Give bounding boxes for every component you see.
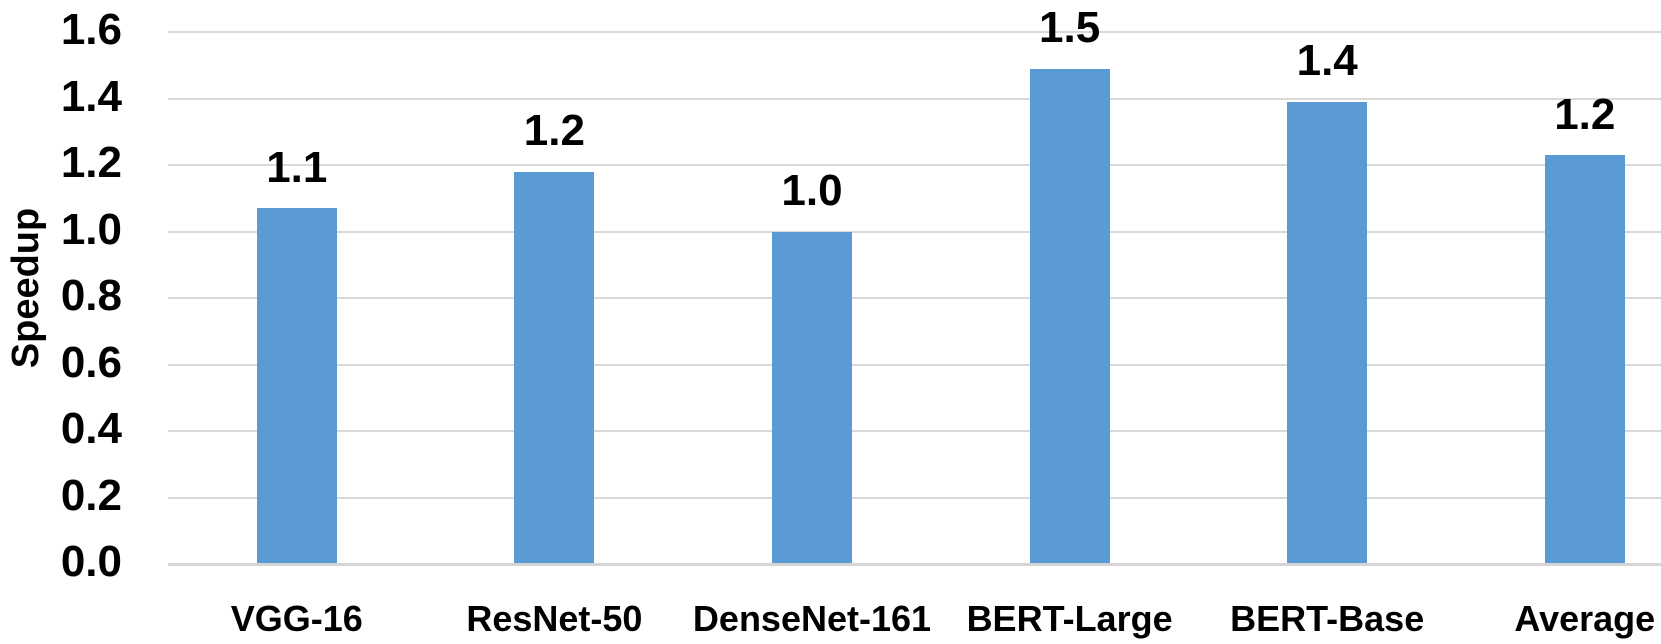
bar-value-label: 1.1 bbox=[266, 142, 328, 192]
bar-value-label: 1.4 bbox=[1296, 36, 1358, 86]
x-category-label: BERT-Base bbox=[1230, 598, 1425, 639]
bar-densenet-161 bbox=[772, 231, 852, 564]
gridline bbox=[168, 496, 1661, 499]
bar-bert-large bbox=[1029, 68, 1110, 564]
gridline bbox=[168, 230, 1661, 233]
gridline bbox=[168, 430, 1661, 432]
bar-value-label: 1.2 bbox=[523, 106, 585, 156]
y-tick-label: 0.2 bbox=[60, 470, 122, 520]
x-category-label: DenseNet-161 bbox=[692, 598, 932, 639]
bar-value-label: 1.2 bbox=[1554, 89, 1616, 139]
gridline bbox=[168, 164, 1661, 166]
x-category-label: ResNet-50 bbox=[466, 598, 643, 639]
x-category-label: BERT-Large bbox=[966, 598, 1173, 639]
x-axis-line bbox=[168, 563, 1661, 566]
gridline bbox=[168, 297, 1661, 299]
gridline bbox=[168, 363, 1661, 366]
bar-bert-base bbox=[1287, 101, 1368, 564]
y-axis-tick-labels: 0.0 0.2 0.4 0.6 0.8 1.0 1.2 1.4 1.6 bbox=[0, 0, 122, 644]
y-tick-label: 0.8 bbox=[60, 271, 122, 321]
x-category-label: VGG-16 bbox=[230, 598, 363, 639]
y-tick-label: 1.6 bbox=[60, 5, 122, 55]
y-tick-label: 1.4 bbox=[60, 71, 122, 121]
bar-average bbox=[1544, 155, 1625, 564]
bar-vgg-16 bbox=[256, 208, 337, 564]
bar-value-label: 1.5 bbox=[1039, 3, 1101, 53]
x-category-label: Average bbox=[1514, 598, 1656, 639]
y-tick-label: 1.2 bbox=[60, 138, 122, 188]
bar-value-label: 1.0 bbox=[781, 166, 843, 216]
plot-area: 1.1 1.2 1.0 1.5 1.4 1.2 bbox=[168, 3, 1661, 566]
gridline bbox=[168, 31, 1661, 33]
y-tick-label: 0.6 bbox=[60, 337, 122, 387]
y-tick-label: 1.0 bbox=[60, 204, 122, 254]
gridline bbox=[168, 97, 1661, 100]
y-tick-label: 0.4 bbox=[60, 404, 122, 454]
y-tick-label: 0.0 bbox=[60, 537, 122, 587]
bar-resnet-50 bbox=[514, 171, 595, 564]
